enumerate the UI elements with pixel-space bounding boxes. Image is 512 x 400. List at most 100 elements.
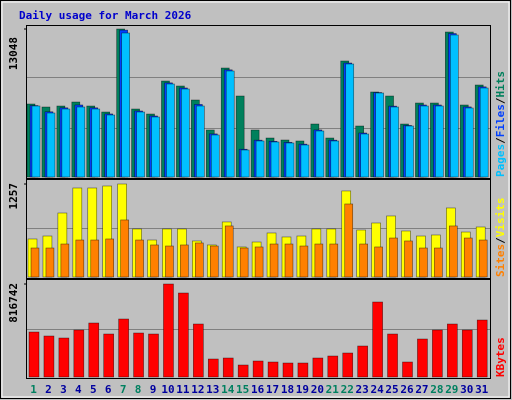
legend-entry: KBytes <box>494 337 507 377</box>
legend-entry: Hits <box>494 71 507 98</box>
bar <box>297 362 309 378</box>
bar <box>28 331 40 378</box>
bar <box>255 140 265 178</box>
legend-separator: / <box>494 97 507 104</box>
bar <box>478 239 488 278</box>
x-tick-label: 10 <box>161 383 174 396</box>
bar <box>344 203 354 278</box>
bar <box>327 355 339 378</box>
bar <box>359 243 368 278</box>
bar <box>449 225 458 278</box>
bar <box>461 329 473 378</box>
x-tick-label: 22 <box>341 383 354 396</box>
bar <box>405 125 414 178</box>
bar <box>106 114 115 178</box>
bar <box>299 245 309 278</box>
bar <box>282 362 294 378</box>
x-tick-label: 26 <box>400 383 414 396</box>
y-tick-label: 816742 <box>7 283 20 323</box>
bar <box>210 134 220 178</box>
x-tick-label: 9 <box>150 383 157 396</box>
bar <box>390 106 399 178</box>
bar <box>387 333 398 378</box>
bar <box>315 130 325 178</box>
x-tick-label: 27 <box>415 383 428 396</box>
bar <box>193 323 204 378</box>
x-tick-label: 29 <box>445 383 458 396</box>
x-tick-label: 31 <box>475 383 489 396</box>
bar <box>375 92 384 178</box>
bar <box>389 237 398 278</box>
bar <box>374 246 383 278</box>
legend-entry: Files <box>494 104 507 137</box>
bar <box>133 332 144 378</box>
x-tick-label: 5 <box>90 383 97 396</box>
bar <box>312 357 324 378</box>
bar <box>417 338 428 378</box>
bar <box>300 144 310 178</box>
bar <box>237 364 249 378</box>
x-tick-label: 16 <box>251 383 265 396</box>
bar <box>270 141 280 178</box>
bar <box>404 240 413 278</box>
x-tick-label: 19 <box>296 383 309 396</box>
bar <box>90 239 100 278</box>
bar <box>434 247 443 278</box>
legend-separator: / <box>494 137 507 144</box>
bar <box>105 238 114 278</box>
bar <box>103 333 114 378</box>
x-tick-label: 7 <box>120 383 127 396</box>
bar <box>345 63 355 178</box>
bar <box>269 243 279 278</box>
chart-title: Daily usage for March 2026 <box>19 9 192 22</box>
bar <box>178 292 189 378</box>
bar <box>196 105 205 178</box>
bar <box>450 34 459 178</box>
x-tick-label: 28 <box>430 383 443 396</box>
bar <box>43 335 55 378</box>
bar <box>73 329 85 378</box>
bar <box>463 237 473 278</box>
bar <box>180 244 189 278</box>
bar <box>30 247 40 278</box>
x-tick-label: 24 <box>370 383 384 396</box>
bar <box>163 283 174 378</box>
x-tick-label: 15 <box>236 383 249 396</box>
bar <box>207 358 219 378</box>
legend-separator: / <box>494 237 507 244</box>
bar <box>91 108 101 178</box>
bar <box>136 111 145 178</box>
bar <box>151 116 160 178</box>
bar <box>58 337 70 378</box>
bar <box>148 333 159 378</box>
bar <box>432 329 443 378</box>
legend-entry: Visits <box>494 198 507 238</box>
bar <box>330 140 340 178</box>
bar <box>435 105 444 178</box>
bar <box>118 318 129 378</box>
bar <box>120 219 129 278</box>
bar <box>360 133 369 178</box>
bar <box>254 246 264 278</box>
legend-entry: Sites <box>494 244 507 277</box>
bar <box>420 105 429 178</box>
x-tick-label: 21 <box>326 383 340 396</box>
bar <box>60 243 70 278</box>
bar <box>447 323 458 378</box>
bar <box>75 239 85 278</box>
x-tick-label: 20 <box>311 383 324 396</box>
legend: Sites/Visits <box>494 198 507 278</box>
bar <box>239 247 249 278</box>
bar <box>464 107 474 178</box>
bar <box>222 357 234 378</box>
bar <box>357 345 368 378</box>
bar <box>252 360 264 378</box>
x-tick-label: 4 <box>75 383 82 396</box>
legend-entry: Pages <box>494 144 507 177</box>
bar <box>314 243 324 278</box>
x-tick-label: 23 <box>356 383 369 396</box>
x-tick-label: 25 <box>385 383 398 396</box>
bar <box>479 87 489 178</box>
